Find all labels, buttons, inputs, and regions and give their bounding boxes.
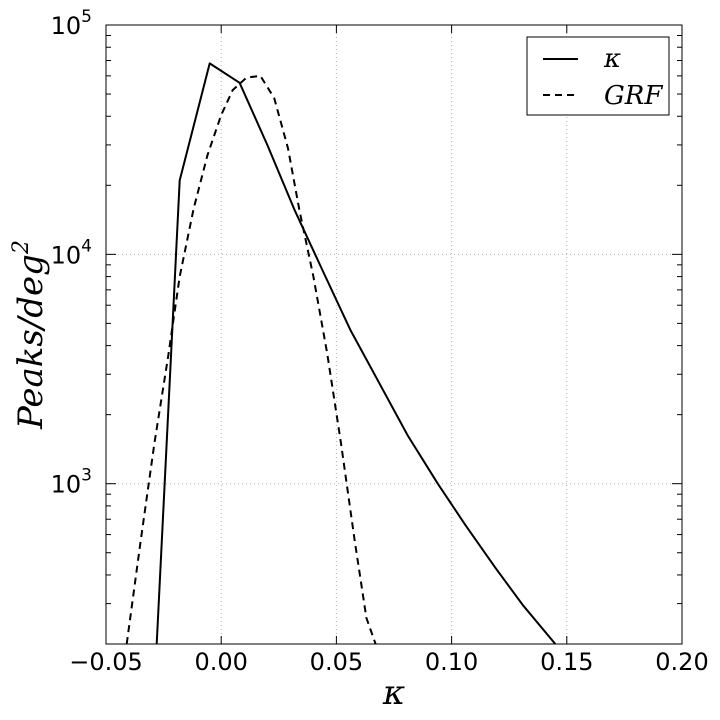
x-tick-label: 0.10 <box>425 648 478 676</box>
y-axis-label-superscript: 2 <box>9 240 34 255</box>
y-axis-label-main: Peaks/deg <box>11 254 51 430</box>
series-line-1 <box>125 74 377 645</box>
series-layer <box>125 62 557 645</box>
y-axis-label: Peaks/deg2 <box>9 240 51 430</box>
x-axis-label: κ <box>382 673 405 713</box>
y-tick-label: 105 <box>51 7 92 40</box>
legend-box <box>526 36 670 116</box>
ticks <box>105 24 683 644</box>
legend-label-kappa: κ <box>603 44 621 74</box>
x-tick-label: −0.05 <box>69 648 143 676</box>
x-tick-label: 0.20 <box>655 648 708 676</box>
y-tick-label: 103 <box>51 466 92 499</box>
x-tick-label: 0.00 <box>194 648 247 676</box>
y-tick-label: 104 <box>51 236 92 269</box>
x-tick-label: 0.05 <box>310 648 363 676</box>
series-line-0 <box>155 62 557 645</box>
grid <box>106 25 682 644</box>
tick-labels: −0.05 0.00 0.05 0.10 0.15 0.20 103 104 105 <box>51 7 709 676</box>
legend: κ GRF <box>526 36 670 116</box>
plot-frame <box>105 24 683 645</box>
legend-label-grf: GRF <box>604 81 663 111</box>
x-tick-label: 0.15 <box>540 648 593 676</box>
